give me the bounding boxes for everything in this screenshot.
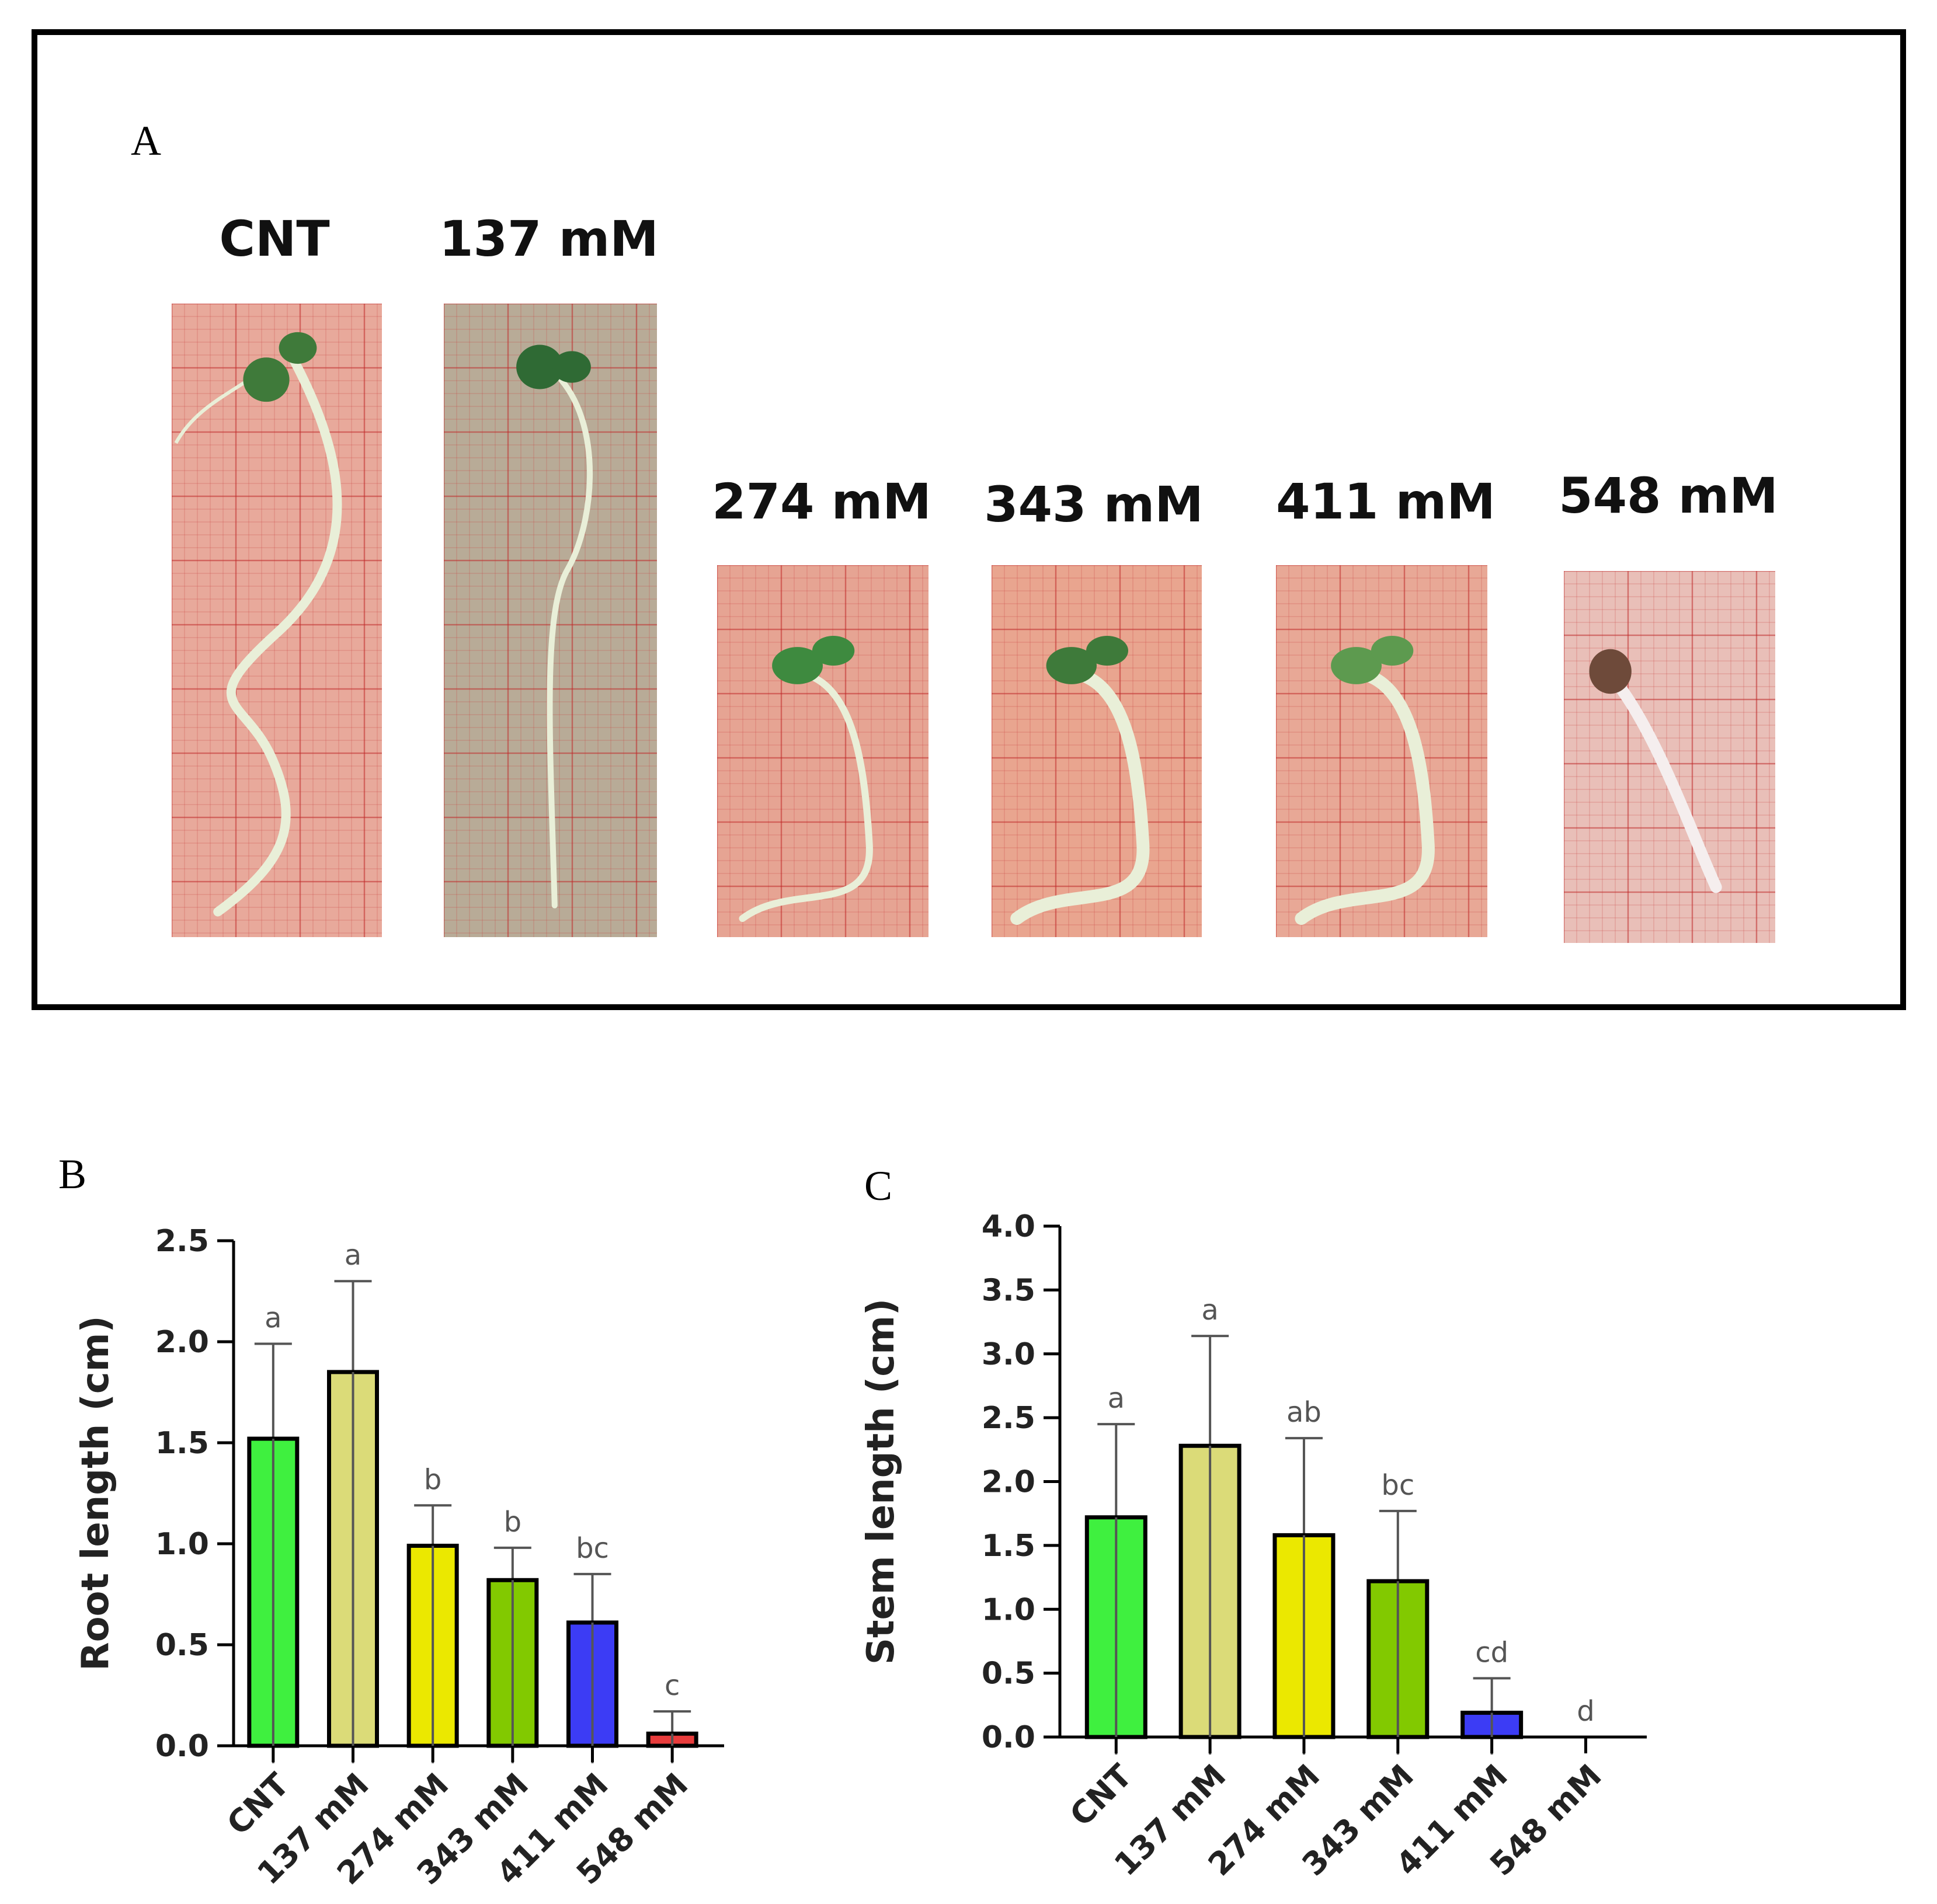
- cotyledon-leaf: [772, 647, 823, 684]
- graph-paper-grid: [444, 304, 657, 937]
- seedling-photo-image: [1276, 565, 1487, 937]
- significance-letter: b: [424, 1463, 441, 1496]
- y-tick-label: 1.0: [982, 1592, 1035, 1627]
- significance-letter: d: [1577, 1695, 1594, 1728]
- seedling-label-cnt: CNT: [219, 210, 330, 267]
- cotyledon-leaf: [516, 344, 564, 389]
- seedling-stem: [213, 343, 342, 917]
- seedling-photo-274mm: [717, 565, 928, 937]
- graph-paper-background: [992, 565, 1202, 937]
- seedling-photo-343mm: [992, 565, 1202, 937]
- seedling-photo-411mm: [1276, 565, 1487, 937]
- graph-paper-background: [1276, 565, 1487, 937]
- cotyledon-leaf: [279, 332, 317, 364]
- seedling-photo-image: [1564, 571, 1775, 943]
- graph-paper-major-grid: [992, 565, 1202, 937]
- y-tick-label: 2.0: [982, 1465, 1035, 1500]
- graph-paper-major-grid: [1276, 565, 1487, 937]
- seedling-photo-image: [444, 304, 657, 937]
- cotyledon-leaf: [552, 351, 591, 383]
- graph-paper-major-grid: [717, 565, 928, 937]
- y-tick-label: 0.5: [982, 1656, 1035, 1691]
- graph-paper-grid: [1564, 571, 1775, 943]
- seedling-stem: [739, 673, 873, 923]
- seedling-label-137mm: 137 mM: [439, 210, 659, 267]
- cotyledon-leaf: [1371, 636, 1414, 666]
- panel-letter-a: A: [131, 117, 161, 164]
- seedling-stem: [547, 377, 593, 909]
- y-tick-label: 0.0: [982, 1720, 1035, 1755]
- y-tick-label: 1.5: [982, 1529, 1035, 1564]
- seedling-label-411mm: 411 mM: [1276, 473, 1496, 530]
- significance-letter: c: [665, 1669, 680, 1702]
- graph-paper-grid: [1276, 565, 1487, 937]
- y-axis-label: Root length (cm): [74, 1315, 117, 1670]
- seed-radicle: [1611, 677, 1722, 893]
- seedling-photo-548mm: [1564, 571, 1775, 943]
- seedling-photo-image: [717, 565, 928, 937]
- cotyledon-leaf: [243, 357, 290, 402]
- seedling-stem: [1295, 670, 1435, 925]
- x-tick-label: CNT: [1063, 1757, 1139, 1834]
- seedling-photo-cnt: [172, 304, 382, 937]
- seedling-label-343mm: 343 mM: [984, 476, 1204, 533]
- cotyledon-leaf: [1331, 647, 1382, 684]
- y-tick-label: 0.0: [155, 1729, 209, 1764]
- significance-letter: b: [504, 1506, 521, 1538]
- y-axis-label: Stem length (cm): [860, 1299, 903, 1665]
- y-tick-label: 0.5: [155, 1628, 209, 1663]
- graph-paper-background: [1564, 571, 1775, 943]
- significance-letter: a: [1201, 1294, 1218, 1327]
- seed: [1589, 649, 1632, 694]
- significance-letter: cd: [1475, 1636, 1508, 1669]
- y-tick-label: 3.0: [982, 1337, 1035, 1372]
- seedling-stem: [1010, 670, 1150, 925]
- y-tick-label: 3.5: [982, 1273, 1035, 1308]
- panel-letter-c: C: [864, 1162, 893, 1209]
- panel-letter-b: B: [58, 1151, 87, 1198]
- significance-letter: ab: [1286, 1396, 1322, 1429]
- cotyledon-leaf: [1046, 647, 1097, 684]
- seedling-photo-137mm: [444, 304, 657, 937]
- graph-paper-major-grid: [172, 304, 382, 937]
- seedling-photo-image: [992, 565, 1202, 937]
- cotyledon-leaf: [1086, 636, 1128, 666]
- significance-letter: a: [1108, 1382, 1125, 1415]
- seedling-label-548mm: 548 mM: [1559, 467, 1778, 524]
- y-tick-label: 1.0: [155, 1527, 209, 1562]
- seedling-label-274mm: 274 mM: [712, 473, 931, 530]
- seedling-photo-image: [172, 304, 382, 937]
- y-tick-label: 1.5: [155, 1426, 209, 1461]
- graph-paper-background: [717, 565, 928, 937]
- significance-letter: bc: [576, 1532, 609, 1565]
- cotyledon-leaf: [812, 636, 855, 666]
- y-tick-label: 2.5: [155, 1224, 209, 1259]
- y-tick-label: 2.5: [982, 1401, 1035, 1436]
- y-tick-label: 4.0: [982, 1209, 1035, 1244]
- significance-letter: a: [345, 1239, 361, 1272]
- significance-letter: bc: [1381, 1469, 1414, 1502]
- graph-paper-grid: [172, 304, 382, 937]
- y-tick-label: 2.0: [155, 1325, 209, 1360]
- graph-paper-major-grid: [1564, 571, 1775, 943]
- significance-letter: a: [265, 1301, 281, 1334]
